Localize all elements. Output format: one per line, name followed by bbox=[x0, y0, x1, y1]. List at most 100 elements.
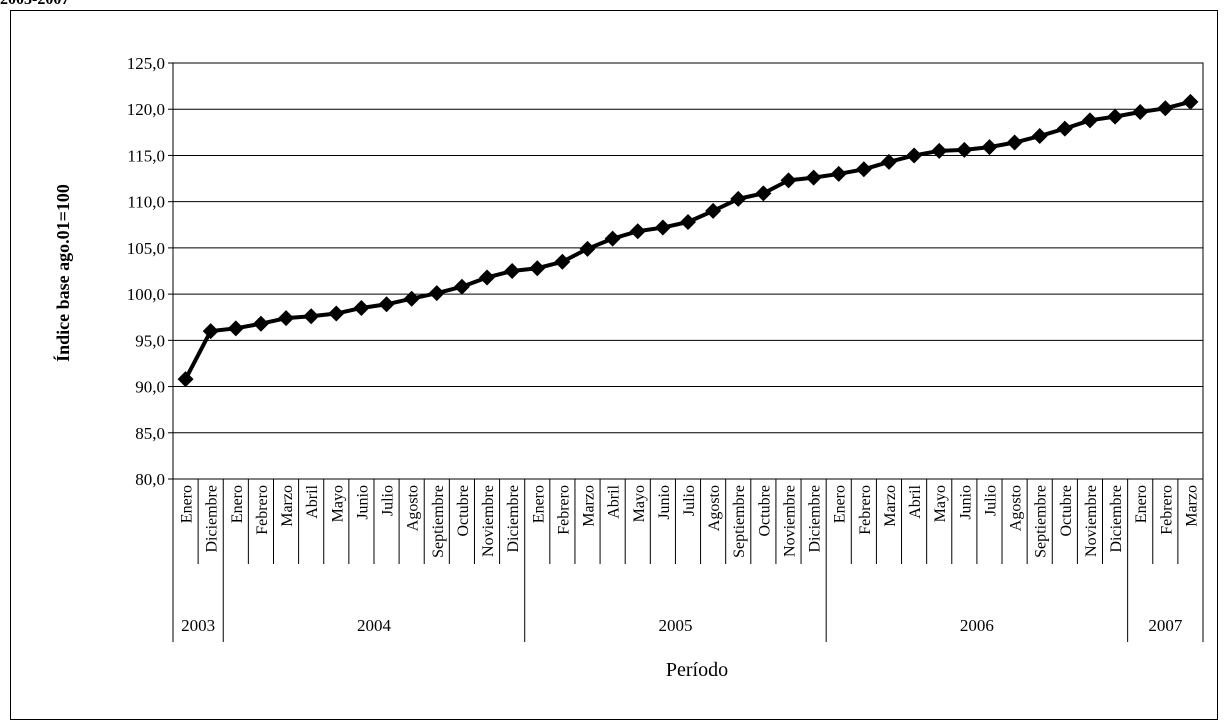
data-point bbox=[328, 305, 345, 322]
x-year-label: 2005 bbox=[658, 616, 692, 635]
data-point bbox=[177, 371, 194, 388]
y-tick-label: 90,0 bbox=[135, 378, 165, 397]
x-category-label: Julio bbox=[380, 485, 397, 516]
x-category-label: Septiembre bbox=[430, 485, 447, 558]
x-category-label: Agosto bbox=[706, 485, 723, 531]
data-point bbox=[579, 240, 596, 257]
x-category-label: Septiembre bbox=[731, 485, 748, 558]
y-tick-label: 100,0 bbox=[127, 285, 165, 304]
data-point bbox=[1081, 112, 1098, 129]
x-category-label: Agosto bbox=[405, 485, 422, 531]
x-year-label: 2004 bbox=[357, 616, 392, 635]
data-point bbox=[252, 315, 269, 332]
data-point bbox=[1006, 134, 1023, 151]
plot-area bbox=[172, 62, 1204, 480]
y-tick-label: 110,0 bbox=[127, 193, 165, 212]
x-category-label: Junio bbox=[656, 485, 673, 520]
data-point bbox=[755, 185, 772, 202]
x-category-labels: Enero Diciembre Enero Febrero Marzo Abril Mayo… bbox=[179, 484, 1201, 557]
gridlines bbox=[168, 62, 1204, 642]
data-point bbox=[680, 214, 696, 231]
y-tick-label: 80,0 bbox=[135, 470, 165, 489]
data-point bbox=[906, 147, 923, 164]
x-category-label: Noviembre bbox=[480, 485, 497, 557]
data-point bbox=[278, 310, 295, 327]
data-point bbox=[830, 165, 847, 182]
y-tick-label: 85,0 bbox=[135, 424, 165, 443]
x-category-label: Marzo bbox=[1183, 485, 1200, 527]
data-point bbox=[981, 139, 998, 156]
data-point bbox=[1056, 120, 1073, 137]
x-category-label: Diciembre bbox=[505, 485, 522, 553]
x-category-label: Julio bbox=[681, 485, 698, 516]
y-tick-label: 120,0 bbox=[127, 100, 165, 119]
x-category-label: Diciembre bbox=[204, 485, 221, 553]
data-point bbox=[1107, 108, 1124, 125]
x-category-label: Febrero bbox=[857, 485, 874, 535]
x-category-label: Abril bbox=[606, 484, 623, 518]
x-year-label: 2003 bbox=[181, 616, 215, 635]
x-category-label: Octubre bbox=[756, 485, 773, 537]
data-point bbox=[654, 219, 671, 236]
x-category-label: Mayo bbox=[631, 485, 648, 522]
data-point bbox=[1132, 103, 1149, 120]
data-point bbox=[730, 190, 747, 207]
x-category-label: Febrero bbox=[254, 485, 271, 535]
data-point bbox=[529, 260, 546, 277]
x-year-label: 2006 bbox=[960, 616, 994, 635]
x-category-label: Agosto bbox=[1008, 485, 1025, 531]
x-category-label: Diciembre bbox=[807, 485, 824, 553]
x-year-labels: 2003 2004 2005 2006 2007 bbox=[181, 616, 1183, 635]
data-point bbox=[403, 290, 420, 307]
data-point bbox=[353, 299, 370, 316]
y-tick-label: 95,0 bbox=[135, 331, 165, 350]
x-category-label: Octubre bbox=[1058, 485, 1075, 537]
data-point bbox=[805, 169, 822, 186]
x-axis-title: Período bbox=[666, 659, 728, 681]
data-point bbox=[303, 308, 320, 325]
y-tick-label: 105,0 bbox=[127, 239, 165, 258]
x-category-label: Enero bbox=[1133, 485, 1150, 523]
x-category-label: Diciembre bbox=[1108, 485, 1125, 553]
data-point bbox=[956, 141, 973, 158]
data-point bbox=[428, 285, 445, 302]
data-point bbox=[504, 263, 521, 279]
data-point bbox=[1031, 128, 1048, 145]
data-point bbox=[629, 223, 646, 240]
x-category-label: Marzo bbox=[279, 485, 296, 527]
x-category-label: Marzo bbox=[882, 485, 899, 527]
y-tick-label: 125,0 bbox=[127, 54, 165, 73]
x-category-label: Septiembre bbox=[1033, 485, 1050, 558]
data-point bbox=[880, 153, 897, 170]
series bbox=[177, 93, 1199, 388]
data-point bbox=[855, 161, 872, 178]
x-category-label: Mayo bbox=[329, 485, 346, 522]
x-category-label: Noviembre bbox=[1083, 485, 1100, 557]
x-category-label: Enero bbox=[832, 485, 849, 523]
y-tick-labels: 80,0 85,0 90,0 95,0 100,0 105,0 110,0 115,0 120,… bbox=[127, 54, 165, 489]
x-category-label: Abril bbox=[304, 484, 321, 518]
x-category-label: Octubre bbox=[455, 485, 472, 537]
data-point bbox=[479, 269, 496, 286]
x-category-label: Febrero bbox=[1158, 485, 1175, 535]
x-category-label: Julio bbox=[982, 485, 999, 516]
x-category-label: Enero bbox=[229, 485, 246, 523]
x-category-label: Junio bbox=[957, 485, 974, 520]
data-point bbox=[227, 320, 244, 337]
data-point bbox=[1182, 93, 1199, 110]
x-category-label: Noviembre bbox=[781, 485, 798, 557]
data-point bbox=[931, 142, 948, 159]
data-point bbox=[1157, 100, 1174, 117]
data-point bbox=[780, 172, 797, 189]
data-point bbox=[202, 323, 219, 340]
x-category-label: Mayo bbox=[932, 485, 949, 522]
x-category-label: Marzo bbox=[581, 485, 598, 527]
x-category-label: Junio bbox=[354, 485, 371, 520]
x-category-label: Enero bbox=[530, 485, 547, 523]
data-point bbox=[554, 253, 571, 270]
data-point bbox=[604, 230, 621, 247]
x-year-label: 2007 bbox=[1148, 616, 1183, 635]
top-caption: 2003-2007 bbox=[0, 0, 69, 9]
data-point bbox=[378, 296, 395, 313]
